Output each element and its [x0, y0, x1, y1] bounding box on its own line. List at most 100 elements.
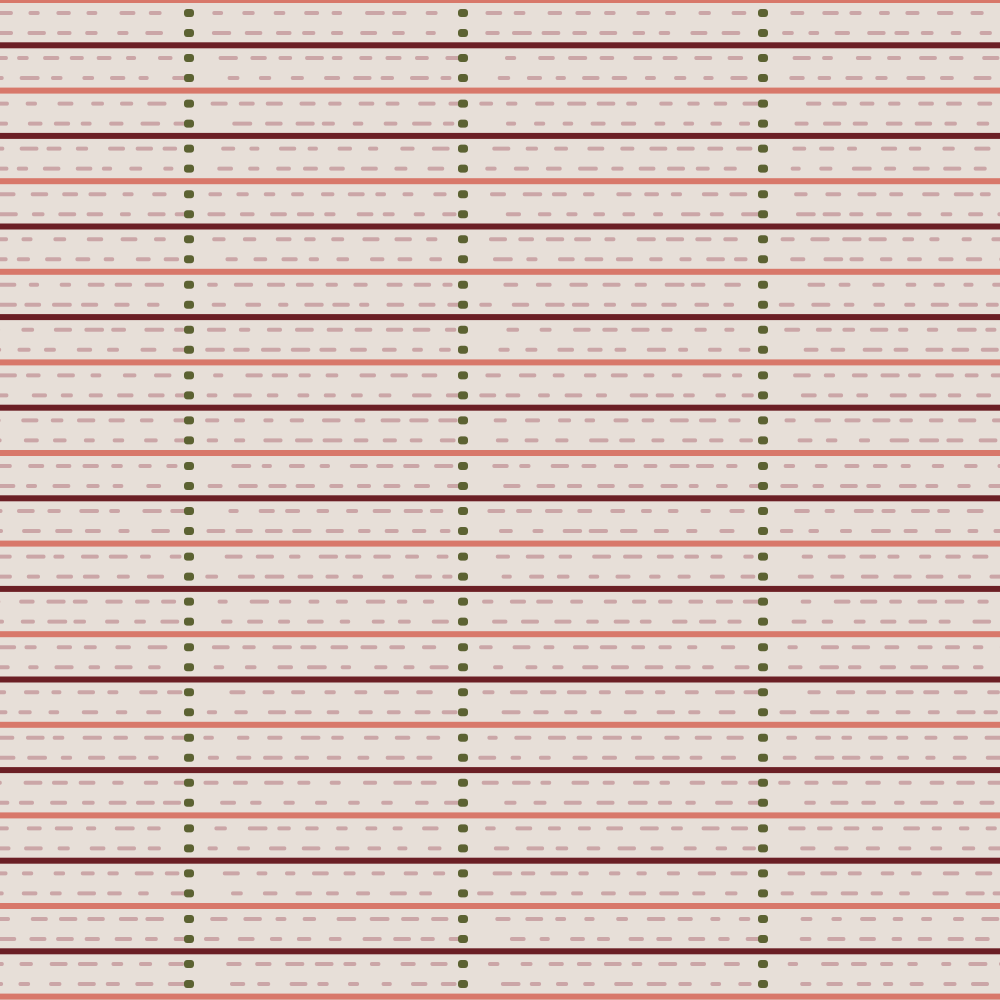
- dash-mark: [56, 937, 74, 941]
- dash-mark: [55, 464, 72, 468]
- dash-mark: [951, 347, 970, 352]
- dash-mark: [77, 690, 95, 695]
- dash-mark: [139, 690, 158, 695]
- maroon-stripe: [0, 42, 1000, 49]
- dash-mark: [731, 11, 747, 15]
- dash-mark: [28, 464, 45, 468]
- dash-mark: [359, 373, 376, 378]
- dash-mark: [425, 11, 438, 15]
- dash-mark: [325, 373, 339, 378]
- dash-mark: [821, 962, 839, 966]
- dash-mark: [206, 393, 218, 398]
- dash-mark: [158, 56, 173, 60]
- dash-mark: [16, 166, 29, 171]
- dash-mark: [174, 212, 186, 217]
- dash-mark: [729, 509, 745, 513]
- dash-mark: [985, 327, 997, 332]
- dash-mark: [505, 56, 517, 60]
- dash-mark: [968, 212, 984, 217]
- green-dot: [184, 345, 194, 354]
- dash-mark: [392, 31, 405, 35]
- dash-mark: [276, 31, 292, 35]
- dash-mark: [57, 31, 72, 35]
- dash-mark: [898, 327, 909, 332]
- dash-mark: [701, 192, 719, 197]
- dash-mark: [792, 146, 807, 151]
- coral-stripe: [0, 450, 1000, 456]
- dash-mark: [671, 373, 683, 378]
- dash-mark: [107, 347, 119, 352]
- dash-mark: [725, 891, 738, 896]
- dash-mark: [281, 257, 298, 262]
- dash-mark: [18, 710, 32, 715]
- green-dot: [758, 507, 768, 515]
- dash-mark: [81, 302, 99, 307]
- dash-mark: [52, 780, 68, 785]
- dash-mark: [412, 121, 432, 126]
- dash-mark: [380, 76, 394, 80]
- dash-mark: [944, 121, 957, 126]
- dash-mark: [788, 665, 803, 670]
- dash-mark: [787, 871, 806, 876]
- dash-mark: [28, 11, 40, 15]
- dash-mark: [222, 871, 240, 876]
- dash-mark: [270, 212, 287, 217]
- dash-mark: [394, 735, 411, 740]
- dash-mark: [416, 755, 433, 760]
- dash-mark: [316, 509, 330, 513]
- dash-mark: [112, 438, 125, 443]
- dash-mark: [135, 599, 150, 604]
- dash-mark: [83, 645, 97, 650]
- dash-mark: [613, 464, 629, 468]
- dash-mark: [840, 529, 852, 533]
- dash-mark: [147, 212, 166, 217]
- green-dot: [758, 617, 768, 626]
- dash-mark: [573, 327, 591, 332]
- dash-mark: [479, 302, 492, 307]
- dash-mark: [336, 917, 357, 921]
- dash-mark: [314, 962, 334, 966]
- dash-mark: [69, 56, 84, 60]
- dash-mark: [842, 327, 856, 332]
- dash-mark: [726, 735, 744, 740]
- dash-mark: [427, 166, 445, 171]
- dash-mark: [439, 438, 456, 443]
- dash-mark: [321, 121, 335, 126]
- dash-mark: [794, 509, 810, 513]
- dash-mark: [28, 282, 40, 287]
- dash-mark: [808, 31, 820, 35]
- dash-mark: [592, 554, 612, 559]
- dash-mark: [411, 982, 428, 986]
- dash-mark: [831, 917, 842, 921]
- dash-mark: [555, 438, 569, 443]
- green-dot: [184, 889, 194, 898]
- dash-mark: [675, 665, 691, 670]
- dash-mark: [431, 619, 449, 624]
- dash-mark: [519, 464, 531, 468]
- dash-mark: [295, 438, 313, 443]
- dash-mark: [163, 166, 174, 171]
- dash-mark: [656, 937, 673, 941]
- dash-mark: [738, 917, 751, 921]
- dash-mark: [80, 121, 92, 126]
- dash-mark: [917, 599, 938, 604]
- dash-mark: [855, 56, 872, 60]
- dash-mark: [393, 937, 411, 941]
- dash-mark: [658, 962, 678, 966]
- dash-mark: [627, 800, 648, 805]
- dash-mark: [730, 871, 748, 876]
- dash-mark: [780, 484, 799, 488]
- dash-mark: [841, 735, 853, 740]
- dash-mark: [940, 76, 954, 80]
- dash-mark: [849, 257, 864, 262]
- dash-mark: [31, 212, 45, 217]
- dash-mark: [992, 891, 1000, 896]
- dash-mark: [482, 690, 495, 695]
- dash-mark: [512, 645, 531, 650]
- green-dot: [458, 325, 468, 334]
- dash-mark: [343, 871, 356, 876]
- dash-mark: [360, 645, 378, 650]
- dash-mark: [354, 327, 373, 332]
- dash-mark: [381, 982, 392, 986]
- dash-mark: [42, 166, 61, 171]
